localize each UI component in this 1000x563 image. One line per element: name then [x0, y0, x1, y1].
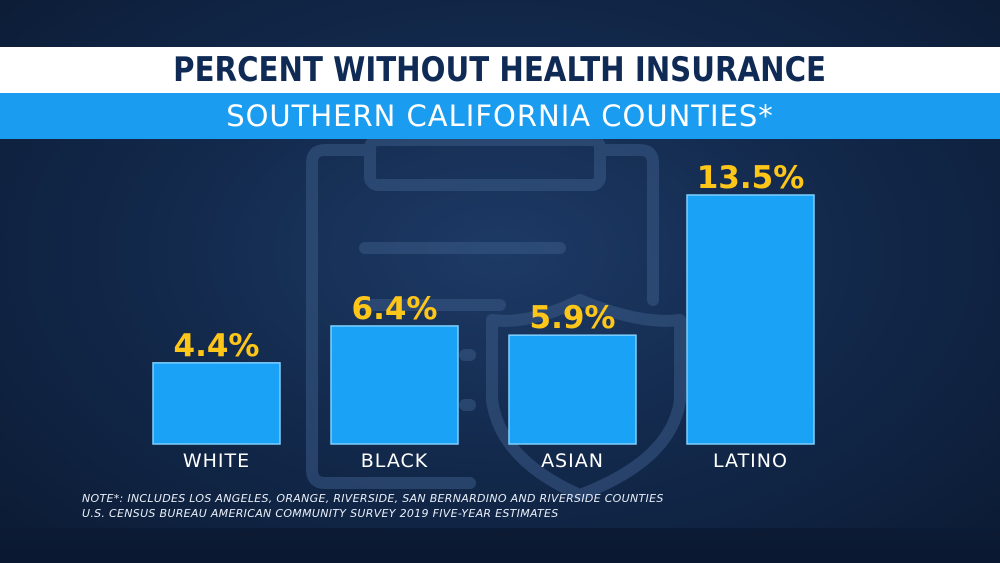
category-label: BLACK: [361, 450, 428, 472]
note-source: U.S. CENSUS BUREAU AMERICAN COMMUNITY SU…: [82, 507, 559, 520]
bar-latino: [686, 194, 815, 445]
category-label: ASIAN: [541, 450, 604, 472]
value-label: 13.5%: [697, 160, 805, 196]
bottom-band: [0, 528, 1000, 563]
bar-black: [330, 325, 459, 445]
bar-asian: [508, 334, 637, 445]
bar-white: [152, 362, 281, 445]
note-counties: NOTE*: INCLUDES LOS ANGELES, ORANGE, RIV…: [82, 492, 664, 505]
subtitle-bar: SOUTHERN CALIFORNIA COUNTIES*: [0, 93, 1000, 139]
chart-subtitle: SOUTHERN CALIFORNIA COUNTIES*: [226, 99, 774, 133]
value-label: 4.4%: [174, 328, 260, 364]
category-label: WHITE: [183, 450, 250, 472]
title-bar: PERCENT WITHOUT HEALTH INSURANCE: [0, 47, 1000, 93]
value-label: 5.9%: [530, 300, 616, 336]
value-label: 6.4%: [352, 291, 438, 327]
category-label: LATINO: [713, 450, 788, 472]
chart-title: PERCENT WITHOUT HEALTH INSURANCE: [173, 50, 827, 90]
